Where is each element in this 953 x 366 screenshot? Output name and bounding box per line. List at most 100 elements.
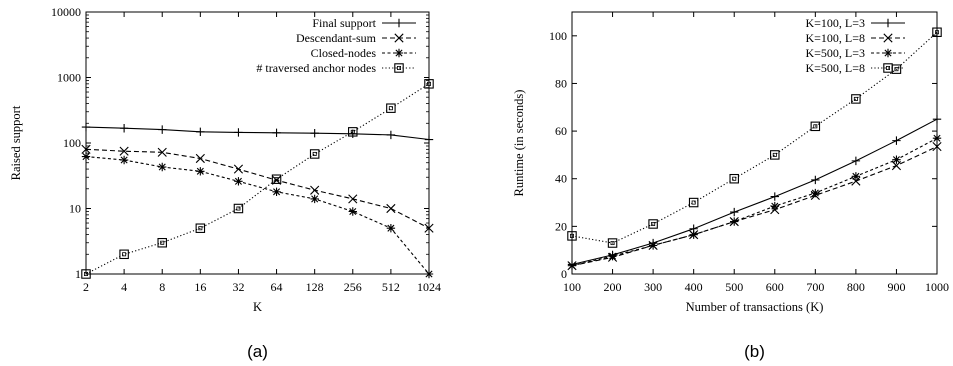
legend-entry: K=500, L=8: [805, 61, 905, 75]
data-point-asterisk: [234, 177, 243, 186]
data-point-square-inner: [570, 233, 575, 238]
data-point-asterisk: [196, 167, 205, 176]
data-point-square-inner: [894, 67, 899, 72]
chart-b-runtime: 0 20 40 60 80 100 100 200 300 400 500 600 700 800 900 1…: [512, 11, 949, 361]
data-point-plus: [196, 127, 205, 137]
legend-label: K=100, L=3: [805, 16, 865, 30]
data-point-plus: [892, 136, 901, 145]
data-point-square: [729, 173, 739, 184]
data-point-asterisk: [770, 201, 779, 211]
data-point-plus: [310, 129, 319, 138]
x-tick-label: 64: [271, 280, 283, 294]
plot-frame: [571, 11, 938, 275]
data-point-asterisk: [424, 269, 434, 279]
data-point-square-inner: [732, 176, 737, 181]
series-line: [571, 31, 938, 244]
data-point-square: [233, 203, 244, 214]
plot-frame: [85, 11, 430, 275]
data-point-square-inner: [350, 129, 355, 134]
x-tick-label: 100: [563, 280, 581, 294]
data-point-asterisk: [272, 187, 281, 196]
data-point-x: [932, 141, 942, 152]
data-point-square: [81, 269, 91, 279]
legend-label: K=100, L=8: [805, 31, 865, 45]
data-point-plus: [81, 122, 91, 132]
legend-entry: K=500, L=3: [805, 46, 905, 60]
chart-caption: (b): [744, 342, 765, 361]
legend-label: # traversed anchor nodes: [256, 61, 376, 75]
legend-label: K=500, L=3: [805, 46, 865, 60]
data-point-square: [309, 149, 320, 159]
x-tick-label: 1024: [417, 280, 441, 294]
x-tick-label: 600: [766, 280, 784, 294]
data-point-x: [81, 144, 91, 154]
x-axis-label: Number of transactions (K): [686, 300, 824, 314]
series-line: [85, 156, 430, 275]
data-point-square-inner: [84, 271, 89, 276]
data-point-asterisk: [310, 194, 319, 204]
data-point-x: [386, 203, 396, 214]
legend-label: K=500, L=8: [805, 61, 865, 75]
x-tick-label: 256: [344, 280, 362, 294]
data-point-plus: [770, 192, 779, 201]
legend-marker: [883, 18, 893, 28]
legend-entry: K=100, L=8: [805, 31, 905, 45]
legend-marker: [883, 63, 893, 73]
data-point-square: [424, 79, 434, 89]
data-point-asterisk: [567, 261, 577, 270]
series-line: [571, 118, 938, 266]
data-point-plus: [424, 135, 434, 144]
legend-marker-inner: [396, 66, 401, 71]
data-point-square: [851, 94, 861, 104]
data-point-asterisk: [158, 162, 167, 172]
series-line: [85, 83, 430, 275]
chart-a-raised-support: 1 10 100 1000 10000 2 4 8 16 32 64 128 256 512 1024 K Ra…: [9, 5, 441, 361]
legend-marker: [394, 48, 404, 58]
data-point-x: [310, 185, 320, 195]
legend-marker: [883, 33, 893, 43]
y-tick-label: 60: [555, 124, 567, 138]
y-tick-label: 100: [63, 136, 81, 150]
legend-marker: [394, 63, 404, 73]
y-tick-label: 80: [555, 76, 567, 90]
data-point-square: [648, 219, 658, 229]
data-point-asterisk: [648, 241, 658, 250]
x-tick-label: 8: [159, 280, 165, 294]
x-axis-label: K: [253, 300, 262, 314]
x-tick-label: 200: [604, 280, 622, 294]
series-final-support: [81, 122, 434, 144]
data-point-asterisk: [81, 152, 91, 161]
legend-label: Closed-nodes: [311, 46, 377, 60]
series-line: [85, 148, 430, 229]
y-tick-label: 1000: [57, 71, 81, 85]
series-k-100-l-3: [567, 114, 942, 269]
data-point-plus: [851, 156, 861, 166]
legend-label: Final support: [312, 16, 376, 30]
x-tick-label: 500: [725, 280, 743, 294]
data-point-plus: [158, 125, 167, 134]
series-traversed-anchor-nodes: [81, 79, 434, 279]
data-point-x: [233, 164, 244, 174]
data-point-plus: [932, 114, 942, 124]
data-point-square: [567, 231, 577, 241]
series-k-500-l-3: [567, 134, 942, 270]
data-point-square-inner: [691, 200, 696, 205]
data-point-square: [607, 238, 618, 248]
data-point-plus: [119, 124, 129, 133]
data-point-asterisk: [851, 172, 861, 181]
x-tick-label: 900: [887, 280, 905, 294]
series-k-500-l-8: [567, 27, 942, 248]
series-descendant-sum: [81, 144, 434, 233]
data-point-asterisk: [119, 155, 129, 165]
data-point-plus: [730, 207, 739, 217]
legend-marker: [394, 33, 404, 43]
data-point-square-inner: [651, 221, 656, 226]
data-point-square-inner: [813, 124, 818, 129]
data-point-asterisk: [932, 134, 942, 143]
data-point-plus: [234, 128, 243, 137]
legend-marker: [394, 18, 404, 28]
y-tick-label: 100: [549, 29, 567, 43]
data-point-square-inner: [772, 152, 777, 157]
data-point-asterisk: [689, 230, 698, 239]
